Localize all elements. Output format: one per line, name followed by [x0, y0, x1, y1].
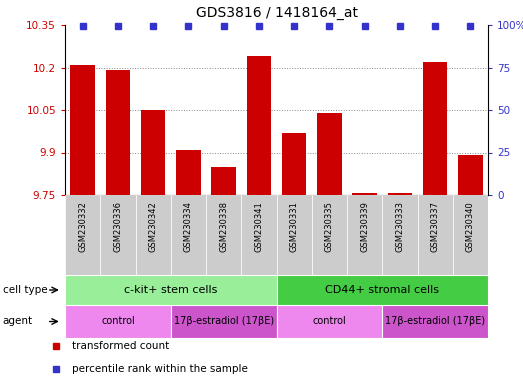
Bar [458, 156, 483, 195]
Bar [176, 150, 201, 195]
Text: 17β-estradiol (17βE): 17β-estradiol (17βE) [385, 316, 485, 326]
Text: GSM230336: GSM230336 [113, 201, 122, 252]
Text: percentile rank within the sample: percentile rank within the sample [72, 364, 247, 374]
Text: GSM230340: GSM230340 [466, 201, 475, 252]
Text: agent: agent [3, 316, 33, 326]
Text: GSM230342: GSM230342 [149, 201, 157, 252]
Title: GDS3816 / 1418164_at: GDS3816 / 1418164_at [196, 6, 358, 20]
Bar [170, 305, 277, 338]
Bar [65, 195, 100, 275]
Bar [347, 195, 382, 275]
Bar [211, 167, 236, 195]
Bar [312, 195, 347, 275]
Text: control: control [101, 316, 135, 326]
Bar [453, 195, 488, 275]
Bar [65, 305, 170, 338]
Bar [382, 305, 488, 338]
Text: GSM230341: GSM230341 [254, 201, 264, 252]
Text: GSM230338: GSM230338 [219, 201, 228, 252]
Text: GSM230335: GSM230335 [325, 201, 334, 252]
Bar [135, 195, 170, 275]
Text: 17β-estradiol (17βE): 17β-estradiol (17βE) [174, 316, 274, 326]
Bar [170, 195, 206, 275]
Text: c-kit+ stem cells: c-kit+ stem cells [124, 285, 218, 295]
Bar [206, 195, 241, 275]
Bar [106, 70, 130, 195]
Bar [388, 193, 412, 195]
Bar [417, 195, 453, 275]
Text: GSM230339: GSM230339 [360, 201, 369, 252]
Text: GSM230333: GSM230333 [395, 201, 404, 252]
Text: GSM230331: GSM230331 [290, 201, 299, 252]
Bar [241, 195, 277, 275]
Text: control: control [313, 316, 346, 326]
Bar [70, 65, 95, 195]
Text: CD44+ stromal cells: CD44+ stromal cells [325, 285, 439, 295]
Text: GSM230337: GSM230337 [430, 201, 440, 252]
Text: transformed count: transformed count [72, 341, 169, 351]
Bar [423, 62, 448, 195]
Bar [65, 275, 277, 305]
Bar [317, 113, 342, 195]
Bar [277, 195, 312, 275]
Bar [100, 195, 135, 275]
Bar [353, 193, 377, 195]
Bar [277, 275, 488, 305]
Bar [277, 305, 382, 338]
Text: cell type: cell type [3, 285, 47, 295]
Text: GSM230332: GSM230332 [78, 201, 87, 252]
Text: GSM230334: GSM230334 [184, 201, 193, 252]
Bar [282, 132, 306, 195]
Bar [382, 195, 417, 275]
Bar [246, 56, 271, 195]
Bar [141, 110, 165, 195]
